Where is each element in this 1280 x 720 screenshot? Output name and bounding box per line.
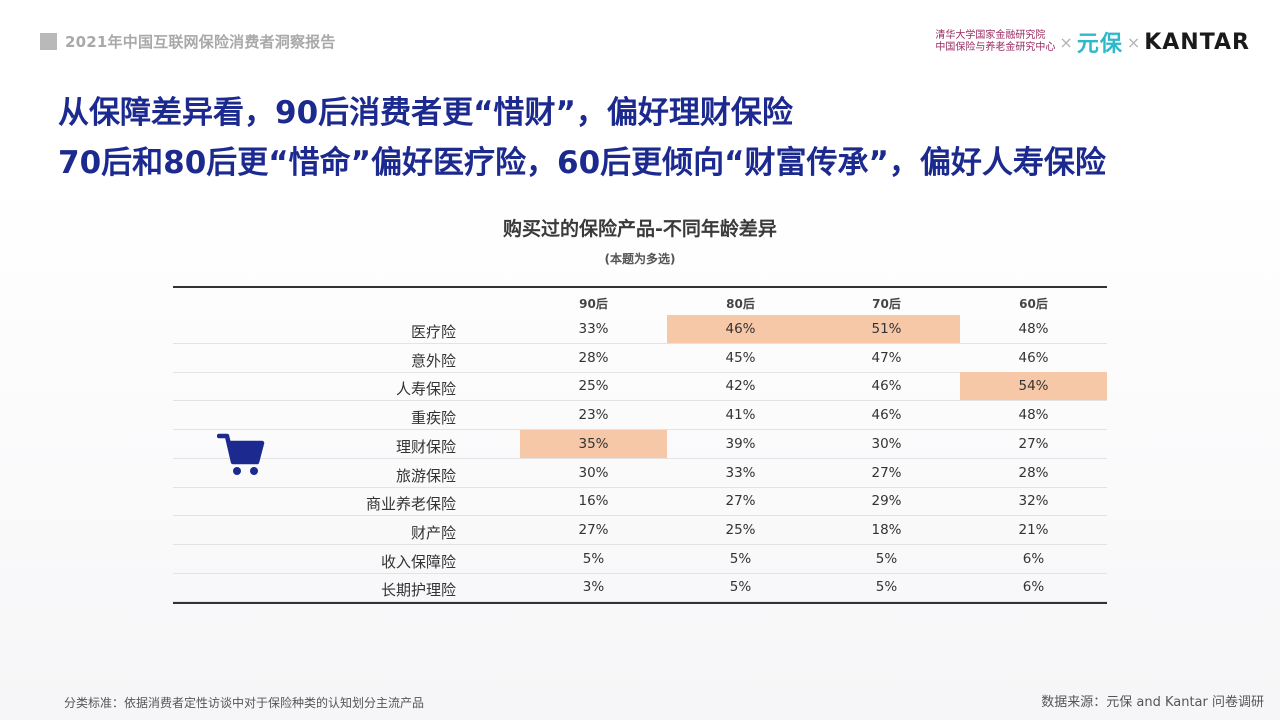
- value-cell: 28%: [1018, 464, 1049, 481]
- value-cell: 6%: [1022, 579, 1045, 596]
- headline-line1: 从保障差异看，90后消费者更“惜财”，偏好理财保险: [58, 95, 793, 131]
- value-cell: 28%: [578, 349, 609, 366]
- value-cell: 42%: [725, 378, 756, 395]
- table-row: 人寿保险 25% 42% 46% 54%: [173, 372, 1107, 402]
- table-row: 商业养老保险 16% 27% 29% 32%: [173, 487, 1107, 517]
- value-cell: 32%: [1018, 493, 1049, 510]
- table-row: 收入保障险 5% 5% 5% 6%: [173, 545, 1107, 574]
- classification-note: 分类标准：依据消费者定性访谈中对于保险种类的认知划分主流产品: [64, 696, 425, 710]
- value-cell: 5%: [582, 550, 605, 567]
- value-cell: 30%: [578, 464, 609, 481]
- table-row: 长期护理险 3% 5% 5% 6%: [173, 573, 1107, 603]
- value-cell: 6%: [1022, 550, 1045, 567]
- value-cell: 46%: [871, 378, 902, 395]
- value-cell: 27%: [578, 521, 609, 538]
- table-row: 重疾险 23% 41% 46% 48%: [173, 401, 1107, 431]
- value-cell: 27%: [725, 493, 756, 510]
- report-header: 2021年中国互联网保险消费者洞察报告: [40, 30, 336, 52]
- table-row: 医疗险 33% 46% 51% 48%: [173, 315, 1107, 344]
- logo-separator: ×: [1126, 32, 1141, 52]
- highlighted-value-cell: 51%: [813, 315, 960, 343]
- chart-subtitle: (本题为多选): [604, 252, 676, 266]
- value-cell: 46%: [871, 407, 902, 424]
- value-cell: 25%: [578, 378, 609, 395]
- column-header: 90后: [579, 297, 608, 311]
- row-label: 收入保障险: [380, 552, 456, 571]
- tsinghua-logo: 清华大学国家金融研究院 中国保险与养老金研究中心: [935, 30, 1055, 54]
- row-label: 意外险: [410, 351, 456, 370]
- tsinghua-logo-line1: 清华大学国家金融研究院: [935, 30, 1046, 41]
- report-title: 2021年中国互联网保险消费者洞察报告: [65, 32, 336, 51]
- column-header: 60后: [1019, 297, 1048, 311]
- table-bottom-rule: [173, 602, 1107, 604]
- partner-logos: 清华大学国家金融研究院 中国保险与养老金研究中心 × 元保 × KANTAR: [935, 26, 1250, 58]
- table-row: 财产险 27% 25% 18% 21%: [173, 516, 1107, 545]
- row-label: 商业养老保险: [365, 495, 456, 514]
- column-header: 70后: [872, 297, 901, 311]
- value-cell: 5%: [875, 579, 898, 596]
- value-cell: 48%: [1018, 407, 1049, 424]
- value-cell: 16%: [578, 493, 609, 510]
- column-header: 80后: [726, 297, 755, 311]
- row-label: 旅游保险: [395, 466, 456, 485]
- table-row: 理财保险 35% 39% 30% 27%: [173, 429, 1107, 459]
- value-cell: 33%: [578, 321, 609, 337]
- value-cell: 21%: [1018, 521, 1049, 538]
- shopping-cart-icon: [217, 433, 265, 475]
- row-label: 重疾险: [410, 409, 456, 428]
- table-top-rule: [173, 286, 1107, 288]
- value-cell: 5%: [729, 579, 752, 596]
- table-header-row: 90后 80后 70后 60后: [173, 288, 1107, 315]
- value-cell: 23%: [578, 407, 609, 424]
- highlighted-value-cell: 46%: [667, 315, 814, 343]
- kantar-logo: KANTAR: [1144, 29, 1250, 55]
- value-cell: 48%: [1018, 321, 1049, 337]
- value-cell: 47%: [871, 349, 902, 366]
- chart-title: 购买过的保险产品-不同年龄差异: [503, 218, 777, 240]
- row-label: 长期护理险: [380, 581, 456, 600]
- table-row: 意外险 28% 45% 47% 46%: [173, 344, 1107, 373]
- row-label: 医疗险: [410, 323, 456, 341]
- row-label: 理财保险: [395, 437, 456, 456]
- value-cell: 29%: [871, 493, 902, 510]
- highlighted-value-cell: 54%: [960, 372, 1107, 401]
- value-cell: 5%: [875, 550, 898, 567]
- logo-separator: ×: [1059, 32, 1073, 52]
- value-cell: 30%: [871, 435, 902, 452]
- table-row: 旅游保险 30% 33% 27% 28%: [173, 459, 1107, 488]
- headline: 从保障差异看，90后消费者更“惜财”，偏好理财保险 70后和80后更“惜命”偏好…: [58, 88, 1106, 188]
- header-square-icon: [40, 32, 57, 50]
- row-label: 人寿保险: [395, 380, 456, 399]
- value-cell: 41%: [725, 407, 756, 424]
- yuanbao-logo: 元保: [1076, 32, 1123, 57]
- value-cell: 45%: [725, 349, 756, 366]
- value-cell: 46%: [1018, 349, 1049, 366]
- highlighted-value-cell: 35%: [520, 429, 667, 458]
- data-source: 数据来源：元保 and Kantar 问卷调研: [1041, 695, 1264, 710]
- value-cell: 3%: [582, 579, 605, 596]
- value-cell: 18%: [871, 521, 902, 538]
- headline-line2: 70后和80后更“惜命”偏好医疗险，60后更倾向“财富传承”，偏好人寿保险: [58, 145, 1106, 181]
- value-cell: 27%: [871, 464, 902, 481]
- row-label: 财产险: [410, 523, 456, 542]
- value-cell: 25%: [725, 521, 756, 538]
- value-cell: 39%: [725, 435, 756, 452]
- value-cell: 27%: [1018, 435, 1049, 452]
- value-cell: 33%: [725, 464, 756, 481]
- value-cell: 5%: [729, 550, 752, 567]
- tsinghua-logo-line2: 中国保险与养老金研究中心: [935, 42, 1056, 53]
